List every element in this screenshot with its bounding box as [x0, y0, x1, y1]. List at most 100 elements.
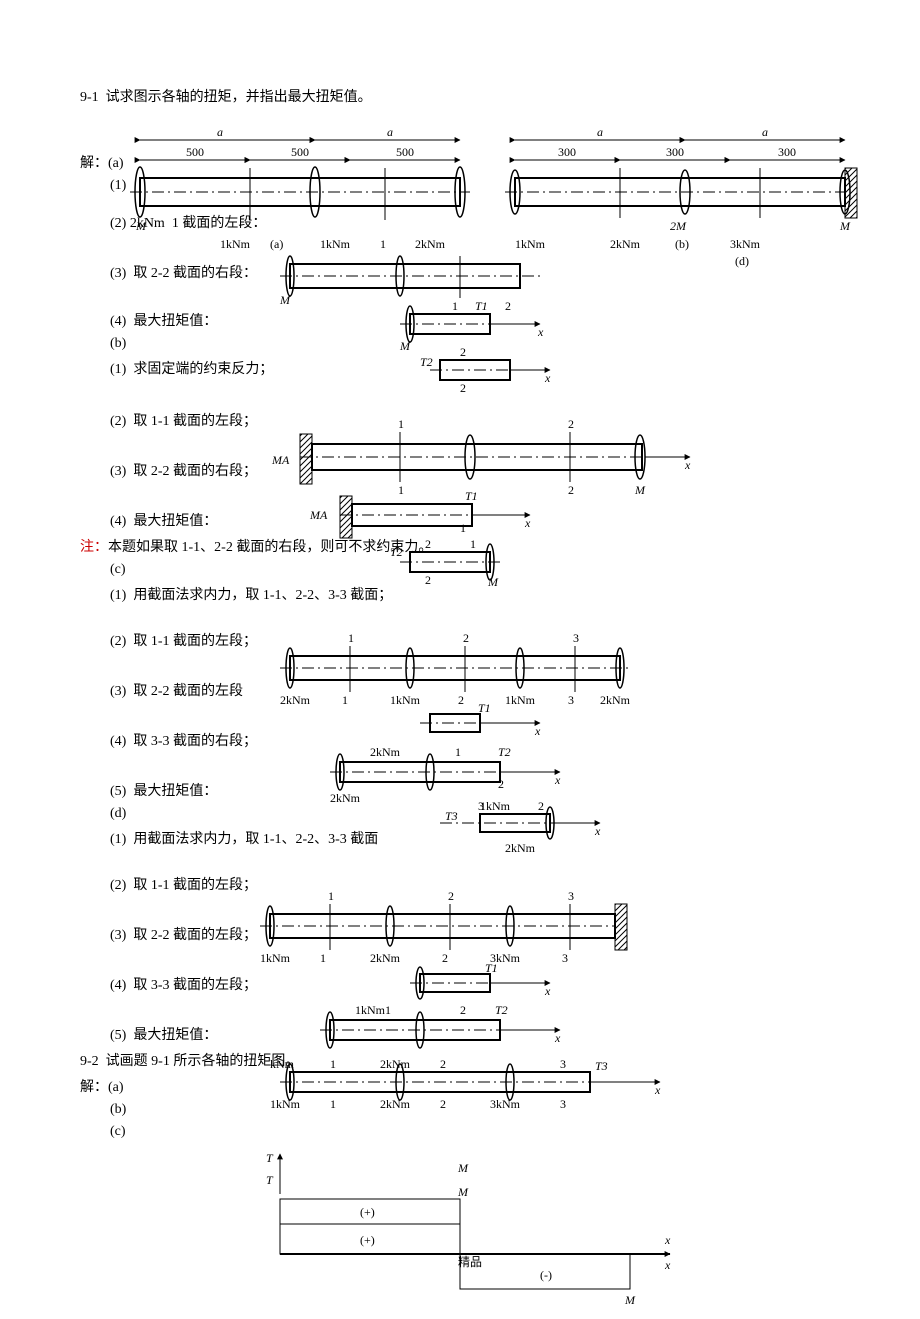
svg-text:T3: T3	[445, 809, 458, 823]
svg-text:T1: T1	[478, 701, 491, 715]
svg-text:M: M	[135, 219, 147, 233]
svg-text:1: 1	[385, 1003, 391, 1017]
svg-text:3: 3	[478, 799, 484, 813]
svg-text:M: M	[279, 293, 291, 307]
svg-text:3: 3	[568, 693, 574, 707]
svg-text:2kNm: 2kNm	[600, 693, 631, 707]
svg-text:1kNm: 1kNm	[515, 237, 546, 251]
svg-text:2: 2	[425, 537, 431, 551]
svg-text:T2: T2	[390, 545, 403, 559]
svg-text:1kNm: 1kNm	[480, 799, 511, 813]
svg-text:3: 3	[560, 1097, 566, 1111]
svg-text:2: 2	[425, 573, 431, 587]
svg-text:1kNm: 1kNm	[270, 1097, 301, 1111]
svg-text:T1: T1	[485, 961, 498, 975]
svg-text:2kNm: 2kNm	[370, 951, 401, 965]
svg-text:M: M	[839, 219, 851, 233]
svg-text:x: x	[684, 458, 691, 472]
svg-text:3: 3	[562, 951, 568, 965]
svg-text:2kNm: 2kNm	[380, 1057, 411, 1071]
diag-b: a a 300 300 300 2M M 1kNm 2kNm (b) 3kNm …	[500, 130, 860, 255]
svg-text:M: M	[457, 1161, 469, 1175]
svg-text:x: x	[554, 773, 561, 787]
svg-text:3: 3	[560, 1057, 566, 1071]
svg-text:精品: 精品	[458, 1255, 482, 1269]
svg-text:1: 1	[452, 299, 458, 313]
svg-text:3kNm: 3kNm	[490, 1097, 521, 1111]
svg-text:1: 1	[320, 951, 326, 965]
svg-text:300: 300	[558, 145, 576, 159]
svg-text:T2: T2	[498, 745, 511, 759]
svg-text:a: a	[762, 125, 768, 139]
svg-text:500: 500	[396, 145, 414, 159]
svg-text:M: M	[457, 1185, 469, 1199]
svg-text:1: 1	[398, 483, 404, 497]
svg-text:500: 500	[291, 145, 309, 159]
svg-text:2kNm: 2kNm	[610, 237, 641, 251]
svg-text:x: x	[554, 1031, 561, 1045]
svg-text:2M: 2M	[670, 219, 687, 233]
svg-text:x: x	[544, 984, 551, 998]
svg-text:kNm: kNm	[270, 1057, 295, 1071]
svg-text:(+): (+)	[360, 1205, 375, 1219]
svg-text:x: x	[544, 371, 551, 385]
svg-text:1: 1	[348, 631, 354, 645]
svg-text:2: 2	[538, 799, 544, 813]
svg-text:2: 2	[448, 889, 454, 903]
svg-text:M: M	[487, 575, 499, 589]
svg-text:2: 2	[505, 299, 511, 313]
svg-text:T: T	[266, 1151, 274, 1165]
svg-text:2kNm: 2kNm	[415, 237, 446, 251]
svg-text:2: 2	[458, 693, 464, 707]
diag-b-fbd: 12 12 MA M x MA T1 1 x T2 2 2 M 1	[270, 424, 690, 599]
svg-text:2kNm: 2kNm	[330, 791, 361, 805]
svg-text:1: 1	[342, 693, 348, 707]
svg-text:1kNm: 1kNm	[220, 237, 251, 251]
diag-d-fbd: 123 1kNm 1 2kNm 2 3kNm 3 T1 x 1kNm 1 2 T…	[260, 900, 690, 1155]
svg-text:1: 1	[380, 237, 386, 251]
svg-text:MA: MA	[309, 508, 328, 522]
svg-text:x: x	[664, 1258, 671, 1272]
svg-text:M: M	[634, 483, 646, 497]
svg-text:(b): (b)	[675, 237, 689, 251]
svg-text:3: 3	[573, 631, 579, 645]
svg-text:3: 3	[568, 889, 574, 903]
svg-text:1: 1	[460, 521, 466, 535]
svg-text:1kNm: 1kNm	[505, 693, 536, 707]
svg-text:a: a	[597, 125, 603, 139]
svg-text:T3: T3	[595, 1059, 608, 1073]
svg-text:3kNm: 3kNm	[730, 237, 761, 251]
svg-text:1: 1	[330, 1057, 336, 1071]
svg-text:a: a	[387, 125, 393, 139]
svg-text:(a): (a)	[270, 237, 283, 251]
diag-a-fbd: M M T1 x 2 1 T2 2 2 x	[280, 254, 580, 399]
svg-text:2: 2	[568, 483, 574, 497]
svg-text:T: T	[266, 1173, 274, 1187]
svg-text:x: x	[537, 325, 544, 339]
svg-text:(d): (d)	[735, 254, 749, 268]
svg-text:T2: T2	[495, 1003, 508, 1017]
svg-text:2: 2	[460, 1003, 466, 1017]
svg-text:300: 300	[666, 145, 684, 159]
svg-text:2: 2	[568, 417, 574, 431]
svg-text:x: x	[654, 1083, 661, 1097]
svg-text:2: 2	[460, 381, 466, 395]
svg-text:1kNm: 1kNm	[390, 693, 421, 707]
svg-text:2: 2	[498, 777, 504, 791]
svg-text:2: 2	[440, 1097, 446, 1111]
svg-text:M: M	[624, 1293, 636, 1307]
svg-text:MA: MA	[271, 453, 290, 467]
svg-text:2: 2	[442, 951, 448, 965]
svg-text:1kNm: 1kNm	[320, 237, 351, 251]
svg-text:300: 300	[778, 145, 796, 159]
svg-text:2kNm: 2kNm	[505, 841, 536, 855]
svg-text:1: 1	[328, 889, 334, 903]
diag-92: T T x x (+) (+) (-) M M M 精品	[240, 1144, 680, 1319]
svg-text:2: 2	[460, 345, 466, 359]
svg-text:2kNm: 2kNm	[370, 745, 401, 759]
svg-text:1: 1	[455, 745, 461, 759]
svg-text:x: x	[664, 1233, 671, 1247]
svg-text:a: a	[217, 125, 223, 139]
svg-text:2kNm: 2kNm	[280, 693, 311, 707]
svg-text:1: 1	[470, 537, 476, 551]
